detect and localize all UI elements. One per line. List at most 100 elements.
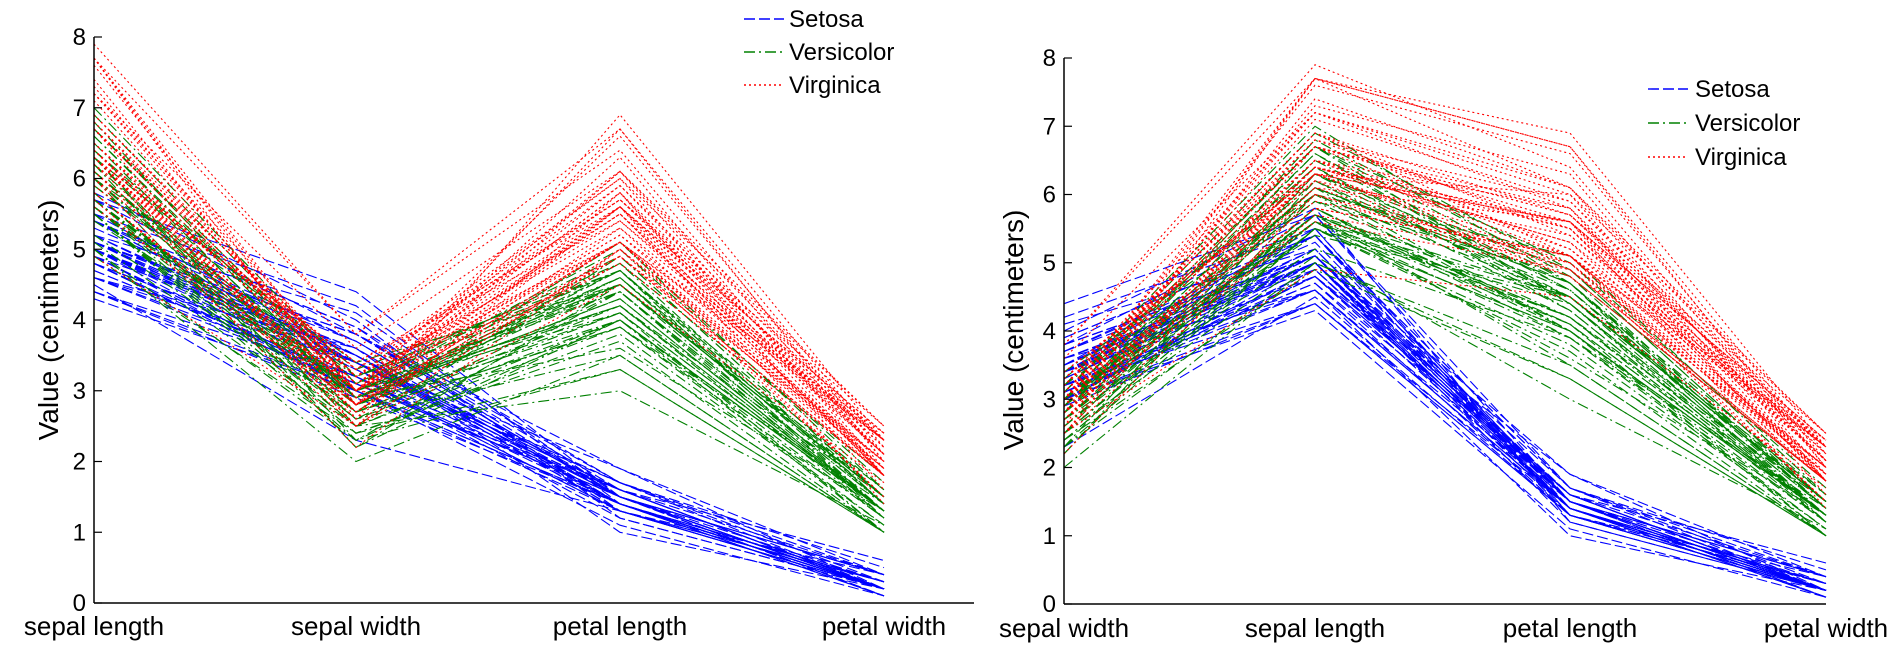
series-line-virginica — [93, 149, 885, 448]
series-line-versicolor — [93, 199, 885, 512]
y-tick-label: 7 — [1043, 113, 1056, 140]
legend-panel-1: Setosa Versicolor Virginica — [744, 6, 894, 99]
series-line-virginica — [93, 128, 885, 441]
series-line-setosa — [1063, 303, 1827, 591]
series-line-versicolor — [1063, 173, 1827, 503]
series-line-setosa — [93, 241, 885, 576]
category-label: sepal length — [24, 611, 164, 641]
series-line-versicolor — [93, 199, 885, 533]
series-line-versicolor — [1063, 227, 1827, 537]
series-line-setosa — [93, 248, 885, 590]
series-line-virginica — [93, 57, 885, 448]
category-label: sepal width — [999, 613, 1129, 643]
category-label: petal length — [1503, 613, 1637, 643]
series-line-versicolor — [1063, 180, 1827, 516]
series-line-versicolor — [93, 199, 885, 512]
series-line-setosa — [93, 291, 885, 590]
series-line-virginica — [93, 156, 885, 498]
series-line-versicolor — [93, 156, 885, 512]
y-ticks-panel-2: 0 1 2 3 4 5 6 7 8 — [1043, 45, 1072, 618]
series-line-versicolor — [93, 192, 885, 519]
series-line-virginica — [1063, 159, 1827, 482]
series-line-virginica — [1063, 193, 1827, 503]
legend-label-virginica: Virginica — [789, 72, 881, 99]
y-tick-label: 8 — [73, 24, 86, 51]
series-line-virginica — [93, 156, 885, 427]
series-line-virginica — [93, 86, 885, 476]
series-line-virginica — [93, 178, 885, 498]
series-line-setosa — [1063, 214, 1827, 578]
y-tick-label: 0 — [73, 590, 86, 617]
y-tick-label: 6 — [73, 166, 86, 193]
series-line-versicolor — [1063, 187, 1827, 509]
series-line-versicolor — [1063, 227, 1827, 530]
series-line-virginica — [1063, 166, 1827, 455]
series-line-virginica — [93, 185, 885, 477]
series-line-versicolor — [1063, 248, 1827, 509]
category-labels-panel-2: sepal width sepal length petal length pe… — [999, 613, 1888, 643]
y-tick-label: 2 — [1043, 455, 1056, 482]
y-tick-label: 3 — [73, 378, 86, 405]
series-line-versicolor — [93, 248, 885, 533]
series-line-versicolor — [1063, 255, 1827, 530]
y-tick-label: 1 — [73, 519, 86, 546]
series-line-versicolor — [93, 213, 885, 512]
y-tick-label: 2 — [73, 449, 86, 476]
series-line-versicolor — [1063, 146, 1827, 489]
series-line-virginica — [1063, 166, 1827, 475]
y-tick-label: 5 — [1043, 250, 1056, 277]
series-line-virginica — [1063, 159, 1827, 468]
series-line-versicolor — [93, 199, 885, 512]
series-line-virginica — [1063, 173, 1827, 475]
series-line-virginica — [1063, 146, 1827, 482]
series-line-virginica — [93, 114, 885, 441]
legend-label-setosa: Setosa — [1695, 76, 1770, 103]
series-line-virginica — [1063, 207, 1827, 475]
series-line-virginica — [93, 114, 885, 441]
series-line-versicolor — [1063, 221, 1827, 530]
series-line-versicolor — [1063, 227, 1827, 516]
plot-lines-panel-2 — [1063, 64, 1827, 598]
y-tick-label: 3 — [1043, 386, 1056, 413]
category-label: sepal length — [1245, 613, 1385, 643]
series-line-virginica — [93, 255, 885, 484]
y-tick-label: 1 — [1043, 523, 1056, 550]
series-line-virginica — [1063, 193, 1827, 482]
series-line-versicolor — [1063, 200, 1827, 482]
series-line-virginica — [93, 57, 885, 441]
series-line-virginica — [1063, 84, 1827, 462]
series-line-versicolor — [1063, 207, 1827, 523]
series-line-setosa — [1063, 214, 1827, 585]
series-line-virginica — [1063, 180, 1827, 448]
series-line-versicolor — [1063, 207, 1827, 523]
category-labels-panel-1: sepal length sepal width petal length pe… — [24, 611, 946, 641]
y-tick-label: 7 — [73, 95, 86, 122]
series-line-setosa — [1063, 227, 1827, 591]
series-line-versicolor — [1063, 152, 1827, 516]
series-line-versicolor — [1063, 214, 1827, 537]
y-tick-label: 4 — [73, 307, 86, 334]
series-line-virginica — [93, 93, 885, 427]
series-line-virginica — [93, 163, 885, 477]
chart-panel-2: 0 1 2 3 4 5 6 7 8 sepal width sepal length petal… — [998, 45, 1888, 643]
y-tick-label: 5 — [73, 236, 86, 263]
series-line-virginica — [93, 171, 885, 505]
plot-lines-panel-1 — [93, 43, 885, 597]
category-label: petal length — [553, 611, 687, 641]
series-line-virginica — [1063, 207, 1827, 475]
series-line-virginica — [93, 57, 885, 462]
series-line-virginica — [1063, 146, 1827, 434]
series-line-versicolor — [1063, 214, 1827, 516]
series-line-versicolor — [1063, 187, 1827, 523]
series-line-setosa — [1063, 289, 1827, 591]
series-line-versicolor — [93, 255, 885, 533]
series-line-versicolor — [1063, 193, 1827, 537]
series-line-virginica — [93, 121, 885, 441]
series-line-versicolor — [93, 206, 885, 526]
series-line-versicolor — [1063, 262, 1827, 537]
series-line-virginica — [1063, 180, 1827, 482]
category-label: petal width — [1764, 613, 1888, 643]
series-line-virginica — [1063, 159, 1827, 468]
series-line-virginica — [93, 121, 885, 455]
y-ticks-panel-1: 0 1 2 3 4 5 6 7 8 — [73, 24, 102, 617]
